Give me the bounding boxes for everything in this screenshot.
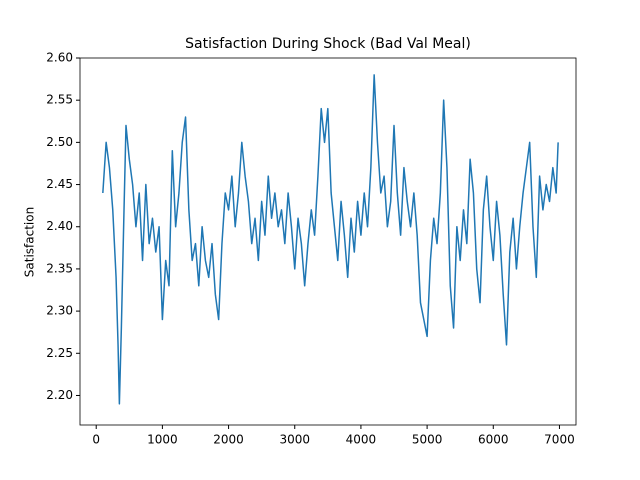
x-tick-label: 3000 bbox=[279, 433, 310, 447]
y-tick-label: 2.60 bbox=[46, 51, 73, 65]
x-tick-label: 6000 bbox=[478, 433, 509, 447]
x-tick-label: 4000 bbox=[346, 433, 377, 447]
x-tick-label: 7000 bbox=[544, 433, 575, 447]
y-tick-label: 2.20 bbox=[46, 388, 73, 402]
y-tick-label: 2.50 bbox=[46, 135, 73, 149]
chart-title: Satisfaction During Shock (Bad Val Meal) bbox=[185, 36, 471, 52]
line-series bbox=[102, 74, 559, 405]
x-tick-label: 0 bbox=[92, 433, 100, 447]
y-axis-label: Satisfaction bbox=[23, 207, 37, 277]
y-tick-label: 2.40 bbox=[46, 219, 73, 233]
x-tick-label: 1000 bbox=[147, 433, 178, 447]
x-tick-label: 2000 bbox=[213, 433, 244, 447]
axes-frame bbox=[79, 57, 577, 426]
y-tick-label: 2.30 bbox=[46, 304, 73, 318]
x-tick-label: 5000 bbox=[412, 433, 443, 447]
y-tick-label: 2.55 bbox=[46, 93, 73, 107]
y-tick-label: 2.45 bbox=[46, 177, 73, 191]
y-tick-label: 2.35 bbox=[46, 261, 73, 275]
y-tick-label: 2.25 bbox=[46, 346, 73, 360]
